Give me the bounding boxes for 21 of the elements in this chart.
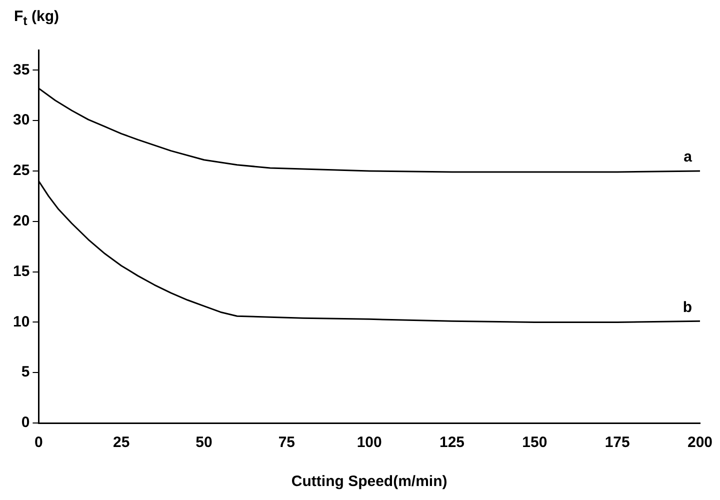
y-tick-label: 15 [12,262,30,280]
series-label: a [684,148,693,166]
y-tick-label: 30 [12,112,30,129]
x-tick-label: 50 [196,434,212,452]
x-tick-label: 150 [522,434,548,452]
x-tick-label: 175 [604,434,630,452]
x-tick-label: 0 [34,434,43,452]
x-tick-label: 75 [278,434,296,452]
y-axis-title: F$_{t}$ (kg) [14,8,60,28]
y-tick-label: 25 [12,162,30,180]
y-tick-label: 35 [12,61,30,78]
x-tick-label: 125 [439,434,465,452]
x-tick-label: 200 [687,434,713,452]
x-axis-title: Cutting Speed(m/min) [291,473,448,490]
x-tick-label: 25 [113,434,130,452]
x-tick-label: 100 [356,434,382,452]
y-tick-label: 5 [21,364,30,381]
y-tick-label: 10 [12,313,30,330]
y-tick-label: 0 [21,414,30,432]
y-tick-label: 20 [12,212,30,230]
series-label: b [682,298,692,316]
